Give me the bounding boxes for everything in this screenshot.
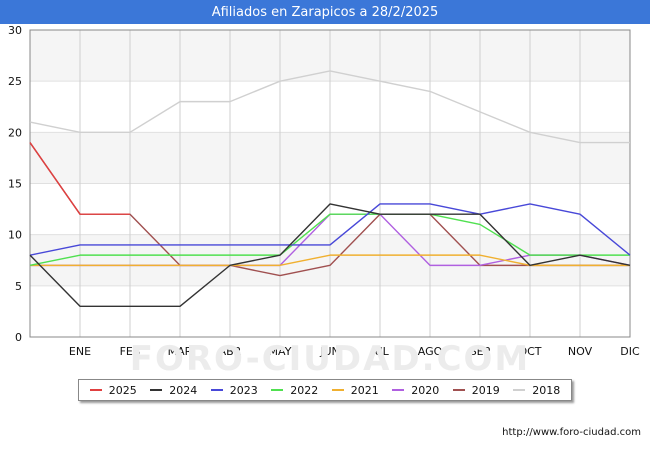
chart-title-bar: Afiliados en Zarapicos a 28/2/2025	[0, 0, 650, 24]
legend-swatch	[210, 389, 223, 391]
x-tick-label: OCT	[518, 345, 541, 358]
legend-label: 2024	[169, 383, 198, 397]
x-tick-label: JUN	[319, 345, 340, 358]
chart-title: Afiliados en Zarapicos a 28/2/2025	[211, 4, 439, 20]
legend-item-2023: 2023	[210, 383, 258, 397]
x-tick-label: ABR	[219, 345, 242, 358]
legend-swatch	[150, 389, 163, 391]
y-tick-label: 20	[8, 126, 22, 139]
series-line-2023	[29, 203, 631, 256]
y-tick-label: 0	[15, 331, 22, 344]
x-tick-label: FEB	[120, 345, 141, 358]
legend-swatch	[452, 389, 465, 391]
x-tick-label: AGO	[418, 345, 443, 358]
legend-label: 2022	[290, 383, 319, 397]
footer-url: http://www.foro-ciudad.com	[502, 427, 641, 438]
x-tick-label: MAR	[168, 345, 193, 358]
series-line-2018	[29, 70, 630, 144]
y-tick-label: 30	[8, 24, 22, 37]
legend-item-2022: 2022	[271, 384, 318, 397]
series-line-2022	[29, 213, 630, 267]
series-line-2024	[29, 203, 631, 307]
legend-swatch	[513, 389, 526, 391]
legend-label: 2025	[108, 383, 137, 397]
x-tick-label: ENE	[69, 345, 91, 358]
y-tick-label: 25	[8, 75, 22, 88]
legend-item-2020: 2020	[392, 384, 439, 397]
x-tick-label: MAY	[269, 345, 292, 358]
legend-item-2021: 2021	[331, 383, 379, 397]
legend-label: 2021	[350, 383, 379, 397]
legend-item-2018: 2018	[513, 384, 560, 397]
y-tick-label: 15	[8, 178, 22, 191]
y-tick-label: 10	[8, 229, 22, 242]
legend-swatch	[331, 389, 344, 391]
x-tick-label: SEP	[470, 345, 491, 358]
legend-item-2024: 2024	[150, 384, 197, 397]
watermark-text: FORO-CIUDAD.COM	[130, 339, 531, 379]
legend-swatch	[392, 389, 405, 391]
x-tick-label: JUL	[370, 345, 389, 358]
legend-label: 2023	[229, 383, 258, 397]
legend-label: 2019	[471, 383, 500, 397]
x-tick-label: DIC	[620, 345, 640, 358]
chart-legend: 2025 2024 2023 2022 2021 2020 2019 2018	[78, 379, 572, 401]
series-line-2025	[29, 142, 130, 215]
y-tick-label: 5	[15, 280, 22, 293]
legend-swatch	[271, 389, 284, 391]
legend-item-2019: 2019	[452, 383, 500, 397]
legend-item-2025: 2025	[89, 383, 137, 397]
plot-frame	[29, 29, 631, 338]
legend-label: 2018	[532, 383, 561, 397]
legend-label: 2020	[411, 383, 440, 397]
legend-swatch	[89, 389, 102, 391]
x-tick-label: NOV	[568, 345, 593, 358]
